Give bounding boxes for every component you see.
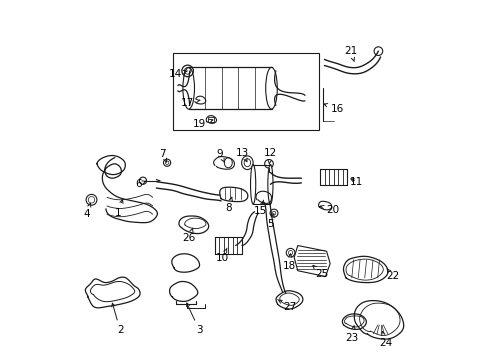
Text: 17: 17 bbox=[181, 98, 200, 108]
Text: 24: 24 bbox=[378, 332, 391, 348]
Text: 23: 23 bbox=[345, 326, 358, 343]
Bar bbox=[173, 53, 318, 130]
Text: 14: 14 bbox=[168, 69, 187, 79]
Text: 5: 5 bbox=[266, 213, 274, 229]
Text: 22: 22 bbox=[386, 269, 399, 282]
Text: 11: 11 bbox=[349, 177, 363, 187]
Text: 6: 6 bbox=[135, 179, 145, 189]
Text: 13: 13 bbox=[236, 148, 249, 162]
Ellipse shape bbox=[267, 165, 272, 204]
Text: 10: 10 bbox=[215, 248, 228, 264]
Text: 21: 21 bbox=[344, 46, 357, 62]
Text: 19: 19 bbox=[192, 119, 212, 129]
Text: 12: 12 bbox=[263, 148, 277, 164]
Text: 25: 25 bbox=[312, 265, 328, 279]
Text: 4: 4 bbox=[83, 203, 91, 219]
Text: 20: 20 bbox=[320, 204, 339, 215]
Text: 1: 1 bbox=[114, 200, 123, 218]
Text: 27: 27 bbox=[277, 300, 296, 312]
Ellipse shape bbox=[183, 67, 194, 109]
Text: 3: 3 bbox=[186, 303, 203, 336]
Text: 7: 7 bbox=[159, 149, 166, 162]
Text: 16: 16 bbox=[324, 104, 343, 114]
Text: 15: 15 bbox=[254, 200, 267, 216]
Text: 18: 18 bbox=[282, 254, 296, 271]
Ellipse shape bbox=[250, 165, 255, 204]
Bar bbox=[207, 117, 214, 122]
Text: 26: 26 bbox=[182, 228, 195, 243]
Ellipse shape bbox=[265, 67, 277, 109]
Text: 2: 2 bbox=[111, 303, 123, 336]
Text: 8: 8 bbox=[224, 197, 232, 213]
Polygon shape bbox=[294, 246, 329, 276]
Text: 9: 9 bbox=[216, 149, 224, 162]
